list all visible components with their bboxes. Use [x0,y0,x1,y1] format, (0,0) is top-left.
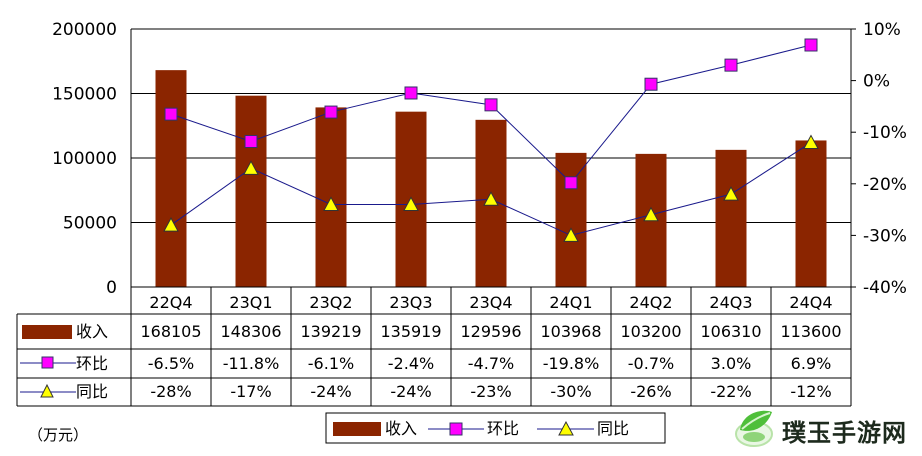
table-row-label: 同比 [76,382,108,401]
tb-point-24Q1 [563,227,579,242]
bar-24Q4 [795,140,827,287]
left-tick-label: 150000 [52,85,117,105]
legend-label: 收入 [385,419,417,438]
table-value-收入: 106310 [700,322,761,341]
hb-point-22Q4 [164,107,178,121]
tb-point-23Q2 [323,196,339,211]
table-value-环比: -0.7% [628,354,674,373]
x-tick-label: 24Q1 [549,293,592,312]
right-tick-label: 10% [863,20,901,40]
table-key-hb-marker [41,356,54,369]
table-value-同比: -23% [470,382,511,401]
right-tick-label: -30% [863,226,907,246]
tb-point-23Q4 [483,191,499,206]
unit-label: （万元） [28,426,88,444]
legend-key-tb-marker [558,420,574,436]
hb-point-23Q1 [244,134,258,148]
table-value-同比: -28% [150,382,191,401]
hb-point-24Q1 [564,176,578,190]
legend-key-hb-marker [449,422,463,436]
tb-point-22Q4 [163,217,179,232]
legend-label: 环比 [487,419,519,438]
tb-point-23Q3 [403,196,419,211]
table-value-环比: 3.0% [711,354,752,373]
table-value-同比: -24% [390,382,431,401]
x-tick-label: 24Q2 [629,293,672,312]
table-value-收入: 135919 [380,322,441,341]
legend-key-income [333,422,381,436]
x-tick-label: 22Q4 [149,293,192,312]
table-value-同比: -17% [230,382,271,401]
bar-22Q4 [155,70,187,287]
right-tick-label: -20% [863,175,907,195]
watermark: 璞玉手游网 [730,406,920,452]
table-row-label: 环比 [76,354,108,373]
right-tick-label: -40% [863,278,907,298]
table-value-收入: 103200 [620,322,681,341]
x-tick-label: 24Q3 [709,293,752,312]
bar-24Q3 [715,149,747,287]
table-value-收入: 139219 [300,322,361,341]
table-value-同比: -24% [310,382,351,401]
table-value-环比: -4.7% [468,354,514,373]
table-value-收入: 129596 [460,322,521,341]
table-key-income [22,325,72,339]
left-tick-label: 50000 [63,214,117,234]
hb-point-24Q3 [724,58,738,72]
left-tick-label: 0 [106,278,117,298]
tb-point-24Q3 [723,186,739,201]
legend [325,412,666,444]
x-tick-label: 23Q2 [309,293,352,312]
legend-label: 同比 [597,419,629,438]
x-tick-label: 24Q4 [789,293,832,312]
table-value-环比: -19.8% [543,354,600,373]
watermark-text: 璞玉手游网 [782,419,907,447]
table-value-同比: -30% [550,382,591,401]
table-value-环比: 6.9% [791,354,832,373]
hb-point-23Q4 [484,98,498,112]
table-row-label: 收入 [76,322,108,341]
table-value-环比: -2.4% [388,354,434,373]
x-tick-label: 23Q4 [469,293,512,312]
hb-point-24Q4 [804,38,818,52]
table-key-tb-marker [40,383,54,398]
table-value-环比: -11.8% [223,354,280,373]
table-value-收入: 148306 [220,322,281,341]
table-value-收入: 168105 [140,322,201,341]
leaf-logo-icon [735,410,773,447]
table-value-环比: -6.1% [308,354,354,373]
table-value-收入: 113600 [780,322,841,341]
tb-point-24Q2 [643,206,659,222]
table-value-收入: 103968 [540,322,601,341]
x-tick-label: 23Q3 [389,293,432,312]
right-tick-label: -10% [863,123,907,143]
tb-point-23Q1 [243,160,259,175]
table-value-同比: -22% [710,382,751,401]
bar-24Q1 [555,152,587,287]
left-tick-label: 200000 [52,20,117,40]
tb-point-24Q4 [803,134,819,150]
hb-point-24Q2 [644,77,658,91]
table-value-环比: -6.5% [148,354,194,373]
hb-point-23Q2 [324,105,338,119]
table-value-同比: -26% [630,382,671,401]
hb-point-23Q3 [404,86,418,100]
x-tick-label: 23Q1 [229,293,272,312]
right-tick-label: 0% [863,72,890,92]
left-tick-label: 100000 [52,149,117,169]
table-value-同比: -12% [790,382,831,401]
bar-23Q1 [235,95,267,287]
